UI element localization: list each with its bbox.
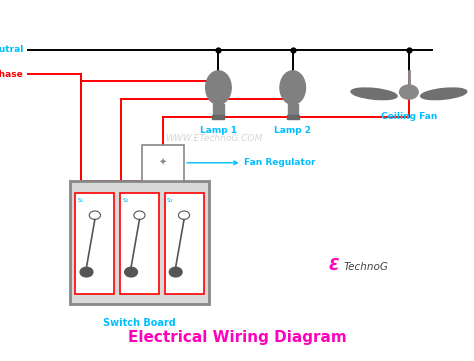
Ellipse shape — [206, 71, 231, 104]
Text: Fan Regulator: Fan Regulator — [187, 158, 316, 167]
Text: Neutral: Neutral — [0, 45, 23, 54]
Text: Lamp 1: Lamp 1 — [200, 126, 237, 135]
Bar — [212, 115, 225, 118]
Bar — [288, 104, 298, 115]
Circle shape — [169, 267, 182, 277]
Text: s₁: s₁ — [78, 197, 84, 203]
Circle shape — [125, 267, 137, 277]
Text: ✦: ✦ — [159, 158, 167, 168]
Circle shape — [134, 211, 145, 219]
Bar — [75, 193, 114, 295]
Circle shape — [400, 85, 418, 99]
Ellipse shape — [351, 88, 397, 100]
Text: WWW.ETechnoG.COM: WWW.ETechnoG.COM — [165, 134, 263, 143]
Bar — [70, 180, 209, 304]
Ellipse shape — [421, 88, 467, 100]
Bar — [120, 193, 159, 295]
Text: Electrical Wiring Diagram: Electrical Wiring Diagram — [128, 330, 346, 345]
Bar — [213, 104, 224, 115]
Text: TechnoG: TechnoG — [344, 262, 389, 272]
Bar — [142, 145, 184, 180]
Circle shape — [179, 211, 190, 219]
Text: Ɛ: Ɛ — [328, 258, 339, 273]
Bar — [164, 193, 203, 295]
Text: s₃: s₃ — [167, 197, 173, 203]
Circle shape — [89, 211, 100, 219]
Text: s₂: s₂ — [122, 197, 129, 203]
Text: Phase: Phase — [0, 70, 23, 79]
Text: Ceiling Fan: Ceiling Fan — [381, 112, 437, 121]
Circle shape — [80, 267, 93, 277]
Ellipse shape — [280, 71, 306, 104]
Text: Switch Board: Switch Board — [103, 318, 176, 329]
Text: Lamp 2: Lamp 2 — [274, 126, 311, 135]
Bar — [287, 115, 299, 118]
